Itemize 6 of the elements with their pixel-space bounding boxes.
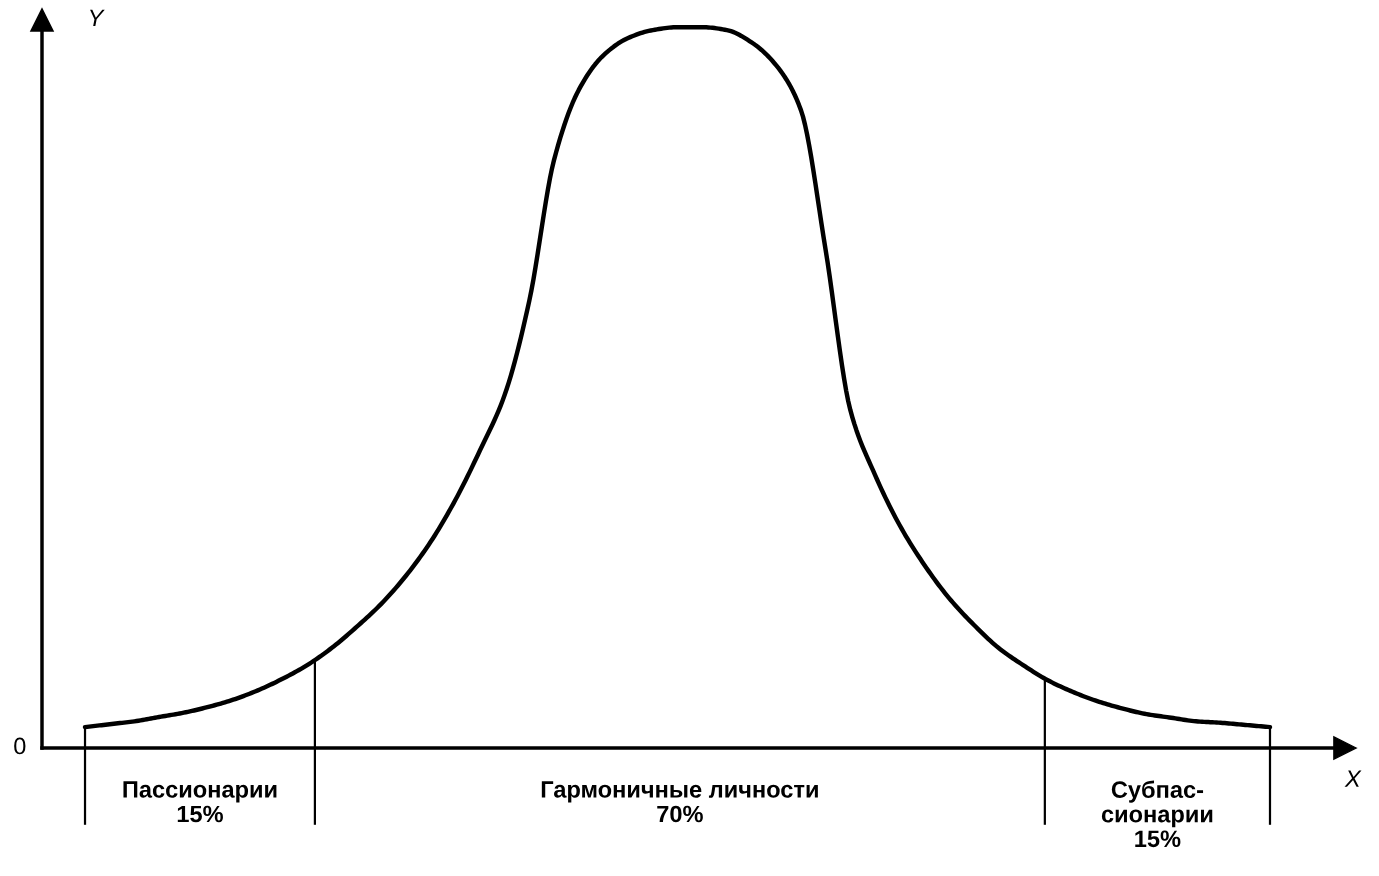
text: Пассионарии 15% (123, 781, 277, 823)
x-axis-title: X (1344, 770, 1362, 787)
text: Гармоничные личности 70% (541, 781, 818, 823)
text: 0 (14, 737, 26, 755)
text: Субпас- сионарии 15% (1101, 780, 1213, 848)
y-axis-title: Y (90, 9, 105, 27)
